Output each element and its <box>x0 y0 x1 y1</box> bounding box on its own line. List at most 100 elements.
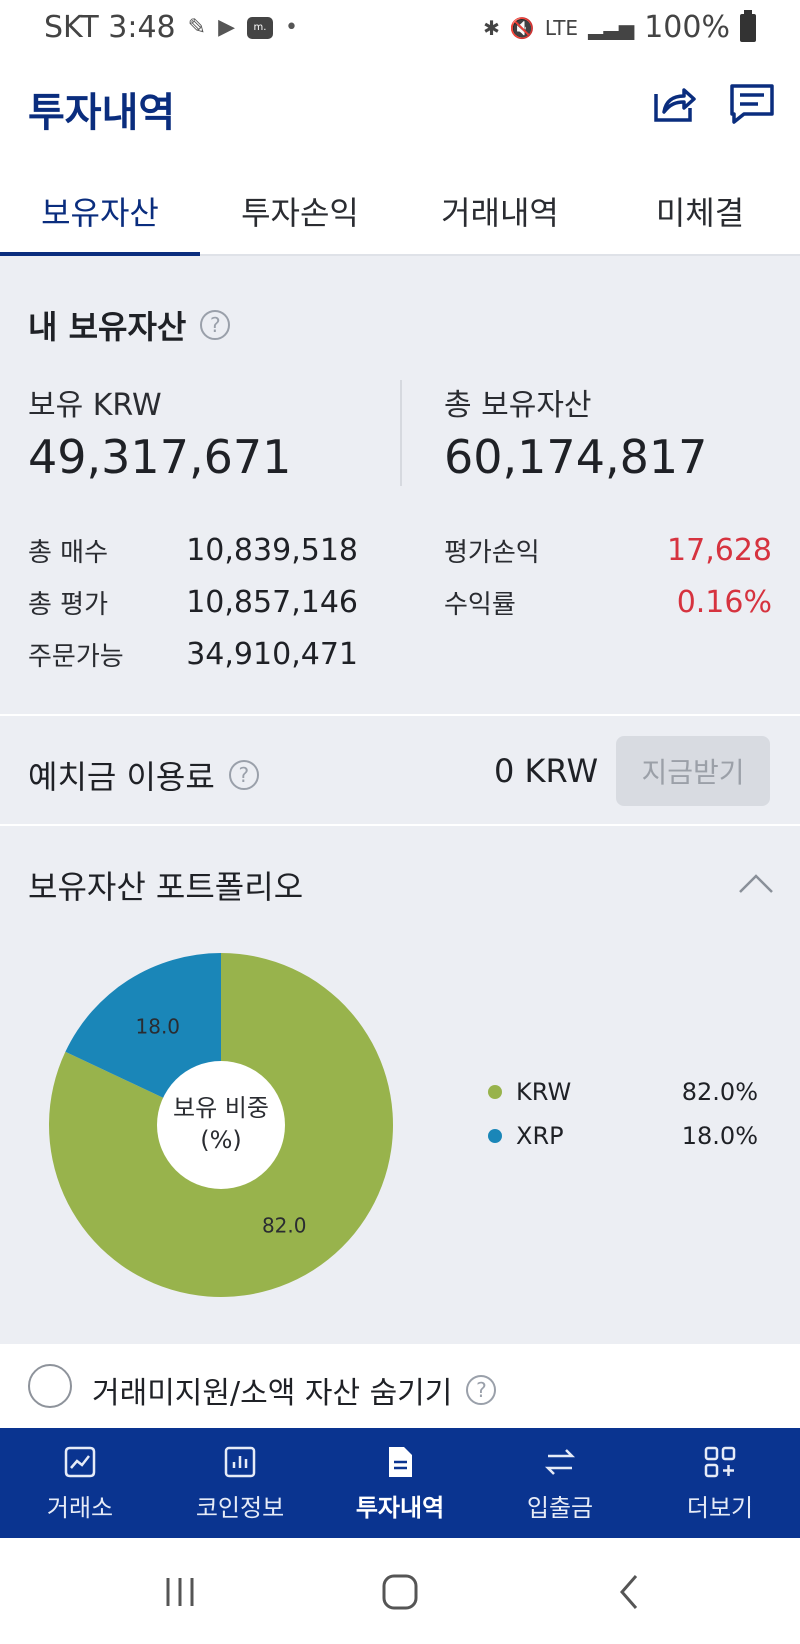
status-right: ✱ 🔇 LTE ▂▃▅ 100% <box>483 9 756 45</box>
bluetooth-icon: ✱ <box>483 15 500 40</box>
recent-apps-icon[interactable] <box>160 1572 200 1612</box>
tab-unfilled[interactable]: 미체결 <box>655 194 745 232</box>
summary-title-text: 내 보유자산 <box>28 308 187 346</box>
deposit-label-wrap: 예치금 이용료 ? <box>28 752 259 798</box>
holdings-summary: 내 보유자산 ? 보유 KRW 49,317,671 총 보유자산 60,174… <box>0 256 800 716</box>
exchange-chart-icon <box>64 1446 96 1478</box>
hide-small-assets-label[interactable]: 거래미지원/소액 자산 숨기기 <box>92 1376 453 1411</box>
app-header: 투자내역 <box>0 56 800 156</box>
portfolio-pie-chart: 보유 비중 (%) 82.0 18.0 <box>49 953 393 1297</box>
row-value: 34,910,471 <box>186 636 358 672</box>
krw-label: 보유 KRW <box>28 388 162 423</box>
legend-dot-krw <box>488 1085 502 1099</box>
legend-item-xrp: XRP 18.0% <box>488 1114 758 1158</box>
nav-investments[interactable]: 투자내역 <box>320 1428 480 1538</box>
notification-dot: • <box>284 15 298 40</box>
donut-center-line1: 보유 비중 <box>173 1094 269 1122</box>
summary-divider <box>400 380 402 486</box>
hide-small-assets-label-wrap: 거래미지원/소액 자산 숨기기 ? <box>92 1368 497 1412</box>
deposit-label: 예치금 이용료 <box>28 758 215 796</box>
tab-transactions[interactable]: 거래내역 <box>441 194 559 232</box>
carrier-time: SKT 3:48 <box>44 10 176 45</box>
tab-holdings[interactable]: 보유자산 <box>0 170 200 256</box>
status-bar: SKT 3:48 ✎ ▶ m. Global • ✱ 🔇 LTE ▂▃▅ 100… <box>0 0 800 56</box>
row-value: 0.16% <box>676 584 772 620</box>
help-icon[interactable]: ? <box>228 760 259 790</box>
help-icon[interactable]: ? <box>466 1375 497 1405</box>
document-icon <box>389 1447 412 1477</box>
portfolio-section: 보유자산 포트폴리오 보유 비중 (%) 82.0 18.0 KRW 82.0% … <box>0 826 800 1344</box>
legend-value: 18.0% <box>681 1122 758 1150</box>
battery-percent: 100% <box>644 10 730 45</box>
coin-info-icon <box>224 1446 256 1478</box>
nav-coin-info[interactable]: 코인정보 <box>160 1428 320 1538</box>
legend-name: KRW <box>516 1078 572 1106</box>
portfolio-title: 보유자산 포트폴리오 <box>28 868 304 906</box>
hide-small-assets-row: 거래미지원/소액 자산 숨기기 ? <box>0 1344 800 1428</box>
help-icon[interactable]: ? <box>200 310 231 340</box>
transfer-icon <box>544 1449 576 1475</box>
lte-label: LTE <box>544 15 579 40</box>
share-icon[interactable] <box>650 80 698 128</box>
summary-title: 내 보유자산 ? <box>28 302 231 348</box>
total-label: 총 보유자산 <box>444 388 592 423</box>
row-key: 수익률 <box>444 589 516 620</box>
nav-more[interactable]: 더보기 <box>640 1428 800 1538</box>
pie-label-krw: 82.0 <box>262 1214 307 1238</box>
deposit-amount: 0 KRW <box>494 752 599 790</box>
nav-label: 거래소 <box>46 1494 114 1522</box>
row-value: 17,628 <box>667 532 772 568</box>
row-total-buy: 총 매수 10,839,518 <box>28 524 358 576</box>
pie-legend: KRW 82.0% XRP 18.0% <box>488 1070 758 1158</box>
krw-block: 보유 KRW 49,317,671 <box>28 380 291 484</box>
hide-small-assets-radio[interactable] <box>28 1364 72 1408</box>
nav-label: 더보기 <box>686 1494 754 1522</box>
back-icon[interactable] <box>610 1572 650 1612</box>
section-divider <box>0 824 800 826</box>
chevron-up-icon[interactable] <box>738 872 774 894</box>
row-key: 주문가능 <box>28 641 124 672</box>
donut-center-line2: (%) <box>200 1126 242 1154</box>
pen-icon: ✎ <box>187 15 207 40</box>
nav-label: 코인정보 <box>195 1494 285 1522</box>
chat-icon[interactable] <box>728 80 776 128</box>
summary-left-rows: 총 매수 10,839,518 총 평가 10,857,146 주문가능 34,… <box>28 524 358 680</box>
row-orderable: 주문가능 34,910,471 <box>28 628 358 680</box>
receive-now-button[interactable]: 지금받기 <box>616 736 770 806</box>
main-content: 내 보유자산 ? 보유 KRW 49,317,671 총 보유자산 60,174… <box>0 256 800 1344</box>
total-value: 60,174,817 <box>444 430 708 484</box>
legend-name: XRP <box>516 1122 564 1150</box>
bottom-nav: 거래소 코인정보 투자내역 입출금 <box>0 1428 800 1538</box>
youtube-icon: ▶ <box>218 15 235 40</box>
status-left: SKT 3:48 ✎ ▶ m. Global • <box>44 10 298 55</box>
row-key: 총 매수 <box>28 537 109 568</box>
pie-label-xrp: 18.0 <box>136 1014 181 1038</box>
nav-label: 투자내역 <box>355 1494 445 1522</box>
legend-value: 82.0% <box>681 1078 758 1106</box>
row-return-rate: 수익률 0.16% <box>444 576 772 628</box>
total-block: 총 보유자산 60,174,817 <box>444 380 707 484</box>
home-icon[interactable] <box>380 1572 420 1612</box>
row-eval-pl: 평가손익 17,628 <box>444 524 772 576</box>
signal-icon: ▂▃▅ <box>588 15 635 40</box>
row-value: 10,839,518 <box>186 532 358 568</box>
legend-dot-xrp <box>488 1129 502 1143</box>
tab-bar: 보유자산 투자손익 거래내역 미체결 <box>0 170 800 256</box>
mute-icon: 🔇 <box>509 15 535 40</box>
nav-exchange[interactable]: 거래소 <box>0 1428 160 1538</box>
nav-label: 입출금 <box>526 1494 594 1522</box>
mglobal-icon: m. Global <box>246 16 279 55</box>
page-title: 투자내역 <box>28 90 176 136</box>
row-value: 10,857,146 <box>186 584 358 620</box>
nav-deposit-withdraw[interactable]: 입출금 <box>480 1428 640 1538</box>
tab-profit-loss[interactable]: 투자손익 <box>241 194 359 232</box>
system-nav-bar <box>0 1538 800 1644</box>
donut-hole <box>157 1061 285 1189</box>
battery-icon <box>740 9 756 42</box>
deposit-interest: 예치금 이용료 ? 0 KRW 지금받기 <box>0 716 800 826</box>
section-divider <box>0 714 800 716</box>
legend-item-krw: KRW 82.0% <box>488 1070 758 1114</box>
summary-right-rows: 평가손익 17,628 수익률 0.16% <box>444 524 772 628</box>
krw-value: 49,317,671 <box>28 430 292 484</box>
more-grid-icon <box>704 1446 736 1478</box>
